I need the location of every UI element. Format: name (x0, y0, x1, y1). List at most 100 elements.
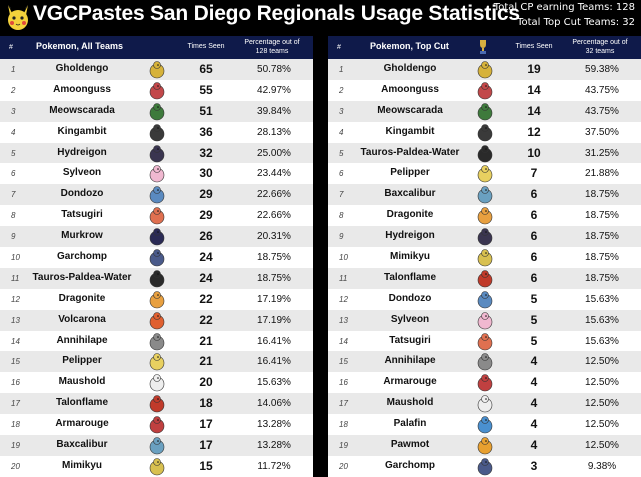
pokemon-sprite-icon (149, 374, 165, 392)
percentage: 37.50% (585, 126, 619, 138)
percentage: 12.50% (585, 377, 619, 389)
column-times-seen: Times Seen (515, 43, 553, 50)
pokemon-sprite-icon (149, 395, 165, 413)
pokemon-sprite-icon (149, 207, 165, 225)
pokemon-sprite-icon (477, 458, 493, 476)
pikachu-logo-icon (8, 5, 28, 30)
pokemon-name: Armarouge (55, 418, 109, 430)
table-row: 6 Pelipper 7 21.88% (328, 163, 641, 185)
row-rank: 20 (339, 461, 348, 471)
pokemon-name: Kingambit (57, 125, 107, 137)
pokemon-name: Murkrow (61, 230, 103, 242)
times-seen: 10 (527, 145, 541, 160)
table-row: 12 Dragonite 22 17.19% (0, 288, 313, 310)
table-row: 18 Armarouge 17 13.28% (0, 414, 313, 436)
times-seen: 5 (530, 312, 538, 327)
times-seen: 21 (199, 333, 213, 348)
row-rank: 14 (11, 336, 20, 346)
row-rank: 11 (339, 273, 348, 283)
table-row: 12 Dondozo 5 15.63% (328, 288, 641, 310)
table-row: 13 Sylveon 5 15.63% (328, 309, 641, 331)
percentage: 42.97% (257, 84, 291, 96)
row-rank: 3 (11, 106, 16, 116)
times-seen: 12 (527, 124, 541, 139)
percentage: 25.00% (257, 147, 291, 159)
row-rank: 19 (339, 441, 348, 451)
pokemon-name: Sylveon (62, 167, 102, 179)
row-rank: 17 (11, 399, 20, 409)
row-rank: 1 (11, 65, 16, 74)
table-row: 4 Kingambit 36 28.13% (0, 121, 313, 143)
pokemon-name: Hydreigon (385, 230, 435, 242)
table-row: 9 Murkrow 26 20.31% (0, 226, 313, 248)
table-row: 11 Talonflame 6 18.75% (328, 267, 641, 289)
row-rank: 6 (339, 169, 344, 179)
row-rank: 2 (339, 85, 344, 95)
row-rank: 7 (339, 190, 344, 200)
times-seen: 6 (530, 187, 538, 202)
percentage: 22.66% (257, 210, 291, 222)
pokemon-name: Annihilape (56, 334, 108, 346)
pokemon-sprite-icon (149, 61, 165, 79)
row-rank: 3 (339, 106, 344, 116)
row-rank: 16 (11, 378, 20, 388)
times-seen: 51 (199, 103, 213, 118)
pokemon-name: Garchomp (56, 251, 107, 263)
pokemon-sprite-icon (477, 332, 493, 350)
row-rank: 9 (11, 232, 16, 242)
table-row: 8 Dragonite 6 18.75% (328, 205, 641, 227)
times-seen: 32 (199, 145, 213, 160)
percentage: 12.50% (585, 419, 619, 431)
times-seen: 6 (530, 229, 538, 244)
pokemon-name: Volcarona (58, 313, 106, 325)
times-seen: 19 (527, 62, 541, 76)
table-row: 16 Maushold 20 15.63% (0, 372, 313, 394)
percentage: 39.84% (257, 105, 291, 117)
percentage: 12.50% (585, 398, 619, 410)
pokemon-sprite-icon (149, 144, 165, 162)
table-row: 11 Tauros-Paldea-Water 24 18.75% (0, 267, 313, 289)
pokemon-name: Sylveon (390, 313, 430, 325)
row-rank: 20 (11, 461, 20, 471)
percentage: 21.88% (585, 168, 619, 180)
row-rank: 4 (339, 127, 344, 137)
row-rank: 15 (11, 357, 20, 367)
percentage: 13.28% (257, 440, 291, 452)
table-row: 10 Garchomp 24 18.75% (0, 247, 313, 268)
pokemon-sprite-icon (149, 249, 165, 267)
total-topcut-teams: Total Top Cut Teams: 32 (517, 17, 635, 28)
row-rank: 12 (11, 294, 20, 304)
percentage: 28.13% (257, 126, 291, 138)
row-rank: 18 (11, 420, 20, 430)
times-seen: 15 (199, 458, 213, 473)
percentage: 23.44% (257, 168, 291, 180)
table-row: 19 Baxcalibur 17 13.28% (0, 435, 313, 456)
table-row: 5 Tauros-Paldea-Water 10 31.25% (328, 142, 641, 164)
percentage: 12.50% (585, 356, 619, 368)
times-seen: 24 (199, 250, 213, 265)
pokemon-name: Pelipper (62, 355, 102, 367)
table-row: 2 Amoonguss 14 43.75% (328, 79, 641, 101)
table-header: # Pokemon, Top Cut Times Seen Percentage… (328, 36, 641, 59)
pokemon-name: Pawmot (390, 439, 430, 451)
times-seen: 24 (199, 270, 213, 285)
table-row: 14 Annihilape 21 16.41% (0, 330, 313, 352)
times-seen: 20 (199, 375, 213, 390)
table-row: 7 Dondozo 29 22.66% (0, 184, 313, 206)
pokemon-name: Pelipper (390, 167, 430, 179)
times-seen: 4 (530, 375, 538, 390)
pokemon-name: Dragonite (386, 209, 434, 221)
pokemon-name: Kingambit (385, 125, 435, 137)
table-row: 15 Annihilape 4 12.50% (328, 351, 641, 373)
pokemon-sprite-icon (149, 82, 165, 100)
pokemon-sprite-icon (149, 165, 165, 183)
page-title: VGCPastes San Diego Regionals Usage Stat… (33, 2, 520, 25)
pokemon-sprite-icon (477, 186, 493, 204)
pokemon-name: Mimikyu (389, 251, 430, 263)
row-rank: 19 (11, 441, 20, 451)
table-row: 14 Tatsugiri 5 15.63% (328, 330, 641, 352)
column-percentage: Percentage out of 128 teams (244, 39, 300, 55)
pokemon-sprite-icon (477, 144, 493, 162)
pokemon-name: Tatsugiri (389, 334, 431, 346)
pokemon-name: Maushold (386, 397, 434, 409)
